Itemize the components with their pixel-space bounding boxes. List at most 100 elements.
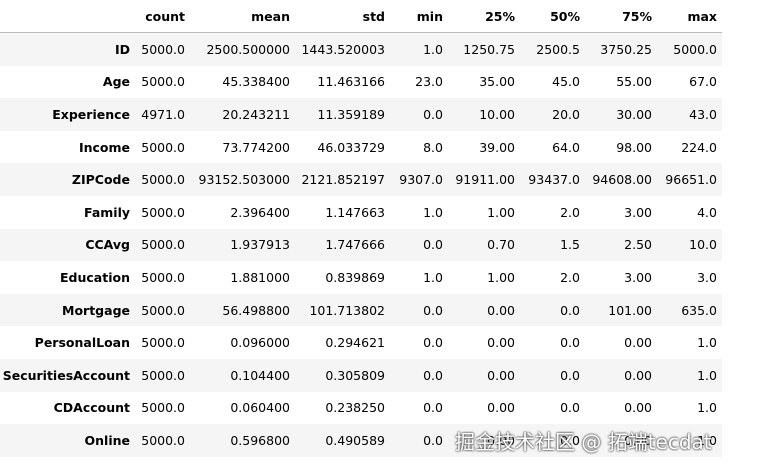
cell: 0.0 [560, 432, 580, 448]
row-label: Family [84, 204, 130, 220]
cell: 0.00 [487, 432, 515, 448]
cell: 5000.0 [141, 172, 185, 188]
table-row: Experience 4971.0 20.243211 11.359189 0.0 10.… [0, 98, 722, 131]
cell: 94608.00 [592, 172, 652, 188]
cell: 1250.75 [463, 41, 515, 57]
cell: 5000.0 [673, 41, 717, 57]
cell: 91911.00 [455, 172, 515, 188]
cell: 1.0 [423, 41, 443, 57]
cell: 3.00 [624, 269, 652, 285]
cell: 0.0 [423, 367, 443, 383]
cell: 0.596800 [230, 432, 290, 448]
cell: 11.359189 [317, 106, 385, 122]
describe-table: count mean std min 25% 50% 75% max ID 5000.0 2500… [0, 0, 722, 457]
cell: 0.00 [624, 335, 652, 351]
column-header: max [657, 0, 722, 33]
table-row: Income 5000.0 73.774200 46.033729 8.0 39.00 64… [0, 131, 722, 164]
cell: 0.00 [624, 367, 652, 383]
cell: 35.00 [479, 74, 515, 90]
cell: 0.0 [560, 335, 580, 351]
cell: 0.305809 [325, 367, 385, 383]
table-row: ZIPCode 5000.0 93152.503000 2121.852197 9307… [0, 163, 722, 196]
cell: 67.0 [689, 74, 717, 90]
cell: 0.0 [423, 432, 443, 448]
cell: 4.0 [697, 204, 717, 220]
table-row: Mortgage 5000.0 56.498800 101.713802 0.0 0.00… [0, 293, 722, 327]
cell: 0.104400 [230, 367, 290, 383]
cell: 1.937913 [230, 237, 290, 253]
row-label: CCAvg [85, 237, 130, 253]
cell: 1.0 [697, 367, 717, 383]
cell: 73.774200 [222, 139, 290, 155]
cell: 93152.503000 [198, 172, 290, 188]
table-row: ID 5000.0 2500.500000 1443.520003 1.0 1250.75… [0, 32, 722, 66]
cell: 93437.0 [528, 172, 580, 188]
cell: 5000.0 [141, 74, 185, 90]
table-row: PersonalLoan 5000.0 0.096000 0.294621 0.0 0.0… [0, 326, 722, 359]
row-label: SecuritiesAccount [2, 367, 130, 383]
cell: 5000.0 [141, 302, 185, 318]
cell: 0.0 [560, 400, 580, 416]
cell: 20.0 [552, 106, 580, 122]
cell: 46.033729 [317, 139, 385, 155]
cell: 45.338400 [222, 74, 290, 90]
row-label: ID [114, 41, 130, 57]
cell: 2.0 [560, 269, 580, 285]
column-header: count [135, 0, 190, 33]
cell: 0.0 [423, 302, 443, 318]
cell: 5000.0 [141, 269, 185, 285]
cell: 0.70 [487, 237, 515, 253]
column-header: 75% [585, 0, 657, 33]
cell: 2.0 [560, 204, 580, 220]
cell: 0.0 [423, 400, 443, 416]
table-row: Age 5000.0 45.338400 11.463166 23.0 35.00 45.0… [0, 66, 722, 99]
cell: 5000.0 [141, 400, 185, 416]
row-label: PersonalLoan [34, 335, 130, 351]
cell: 3750.25 [600, 41, 652, 57]
column-header: mean [190, 0, 295, 33]
cell: 0.096000 [230, 335, 290, 351]
row-label: Online [84, 432, 130, 448]
table-row: CDAccount 5000.0 0.060400 0.238250 0.0 0.00 0.… [0, 392, 722, 425]
row-label: Income [78, 139, 130, 155]
cell: 98.00 [616, 139, 652, 155]
cell: 2500.500000 [206, 41, 290, 57]
cell: 5000.0 [141, 139, 185, 155]
cell: 10.00 [479, 106, 515, 122]
cell: 2.396400 [230, 204, 290, 220]
cell: 0.00 [487, 400, 515, 416]
cell: 0.839869 [325, 269, 385, 285]
cell: 5000.0 [141, 237, 185, 253]
cell: 0.0 [423, 237, 443, 253]
cell: 101.713802 [309, 302, 385, 318]
column-header: min [390, 0, 448, 33]
cell: 8.0 [423, 139, 443, 155]
table-row: Education 5000.0 1.881000 0.839869 1.0 1.00 2.… [0, 261, 722, 294]
cell: 5000.0 [141, 335, 185, 351]
cell: 39.00 [479, 139, 515, 155]
cell: 1.00 [487, 269, 515, 285]
cell: 20.243211 [222, 106, 290, 122]
cell: 5000.0 [141, 432, 185, 448]
cell: 1.00 [487, 204, 515, 220]
cell: 1.0 [697, 432, 717, 448]
row-label: Mortgage [62, 302, 130, 318]
cell: 30.00 [616, 106, 652, 122]
cell: 3.0 [697, 269, 717, 285]
cell: 43.0 [689, 106, 717, 122]
row-label: ZIPCode [71, 172, 130, 188]
cell: 0.490589 [325, 432, 385, 448]
cell: 5000.0 [141, 41, 185, 57]
cell: 0.00 [624, 400, 652, 416]
cell: 5000.0 [141, 204, 185, 220]
cell: 1.5 [560, 237, 580, 253]
table-body: ID 5000.0 2500.500000 1443.520003 1.0 1250.75… [0, 32, 722, 457]
column-header: 25% [448, 0, 520, 33]
cell: 0.0 [560, 302, 580, 318]
cell: 0.060400 [230, 400, 290, 416]
cell: 0.00 [487, 335, 515, 351]
cell: 4971.0 [141, 106, 185, 122]
cell: 96651.0 [665, 172, 717, 188]
table-row: CCAvg 5000.0 1.937913 1.747666 0.0 0.70 1.5 2.5… [0, 228, 722, 262]
